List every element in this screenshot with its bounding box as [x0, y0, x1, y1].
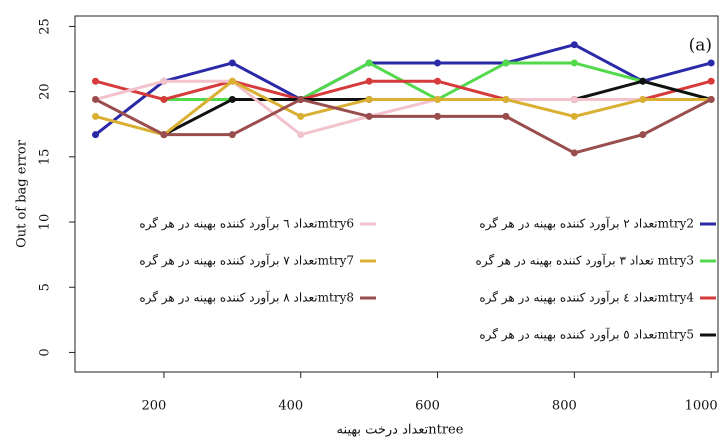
y-tick-label: 10	[38, 214, 53, 231]
data-point	[365, 112, 373, 120]
x-axis-label: تعداد درخت بهینهntree	[337, 423, 464, 438]
legend-label: تعداد ۲ برآورد کننده بهینه در هر گرهmtry…	[479, 216, 694, 231]
data-point	[160, 77, 168, 85]
series-line	[95, 79, 712, 102]
data-point	[434, 95, 442, 103]
data-point	[707, 95, 715, 103]
legend-label: تعداد ٤ برآورد کننده بهینه در هر گرهmtry…	[479, 290, 694, 305]
data-point	[639, 95, 647, 103]
x-tick-label: 1000	[685, 399, 718, 414]
data-point	[570, 112, 578, 120]
data-point	[297, 95, 305, 103]
data-point	[365, 77, 373, 85]
x-tick-label: 200	[142, 399, 167, 414]
data-point	[502, 95, 510, 103]
legend-label: تعداد ۳ برآورد کننده بهینه در هر گره mtr…	[476, 253, 694, 268]
data-point	[434, 77, 442, 85]
y-tick-label: 20	[38, 83, 53, 100]
series-line	[94, 43, 712, 136]
data-point	[92, 95, 100, 103]
data-point	[570, 59, 578, 67]
data-point	[639, 77, 647, 85]
series-line	[94, 97, 712, 155]
data-point	[92, 77, 100, 85]
data-point	[228, 95, 236, 103]
series-line	[95, 79, 712, 137]
legend-label: تعداد ۷ برآورد کننده بهینه در هر گرهmtry…	[139, 253, 354, 268]
data-point	[570, 95, 578, 103]
legend-label: تعداد ٦ برآورد کننده بهینه در هر گرهmtry…	[139, 216, 354, 231]
data-point	[570, 149, 578, 157]
y-tick-label: 15	[38, 149, 53, 166]
x-tick-label: 400	[278, 399, 303, 414]
data-point	[297, 131, 305, 139]
data-point	[502, 59, 510, 67]
y-tick-label: 25	[38, 18, 53, 35]
data-point	[502, 112, 510, 120]
annotation: (a)	[689, 36, 712, 56]
legend-label: تعداد ٨ برآورد کننده بهینه در هر گرهmtry…	[139, 290, 354, 305]
data-point	[228, 131, 236, 139]
data-point	[434, 112, 442, 120]
data-point	[92, 131, 100, 139]
y-axis-label: Out of bag error	[15, 139, 30, 248]
legend-label: تعداد ٥ برآورد کننده بهینه در هر گرهmtry…	[479, 327, 694, 342]
data-point	[707, 59, 715, 67]
data-point	[570, 41, 578, 49]
y-tick-label: 0	[38, 348, 53, 356]
data-point	[228, 59, 236, 67]
data-point	[707, 77, 715, 85]
x-tick-label: 600	[415, 399, 440, 414]
data-point	[434, 59, 442, 67]
y-tick-label: 5	[38, 283, 53, 291]
data-point	[160, 131, 168, 139]
data-point	[160, 95, 168, 103]
plot-frame	[74, 15, 719, 373]
data-point	[92, 112, 100, 120]
data-point	[365, 95, 373, 103]
data-point	[297, 112, 305, 120]
data-point	[228, 77, 236, 85]
x-tick-label: 800	[552, 399, 577, 414]
data-point	[365, 59, 373, 67]
data-point	[639, 131, 647, 139]
series-line	[95, 79, 712, 137]
